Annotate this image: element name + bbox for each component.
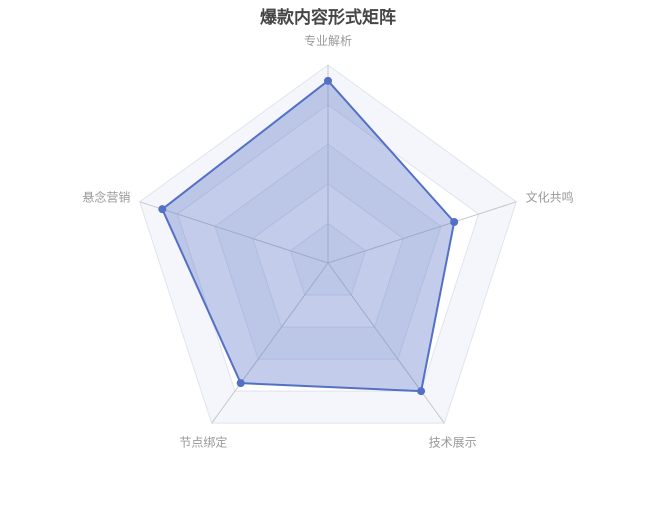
indicator-label: 文化共鸣 — [526, 189, 574, 204]
data-point — [158, 205, 167, 214]
data-point — [236, 379, 245, 388]
indicator-label: 专业解析 — [304, 33, 352, 48]
axis-line — [139, 201, 329, 264]
indicator-label: 技术展示 — [429, 436, 477, 450]
series-area — [161, 79, 456, 393]
axis-line — [211, 262, 329, 424]
axis-line — [327, 201, 517, 264]
indicator-label: 节点绑定 — [179, 435, 227, 450]
data-point — [417, 387, 426, 396]
axis-line — [327, 262, 445, 424]
chart-title: 爆款内容形式矩阵 — [260, 8, 396, 28]
indicator-label: 悬念营销 — [82, 189, 130, 204]
data-point — [324, 76, 332, 85]
data-point — [450, 218, 459, 227]
